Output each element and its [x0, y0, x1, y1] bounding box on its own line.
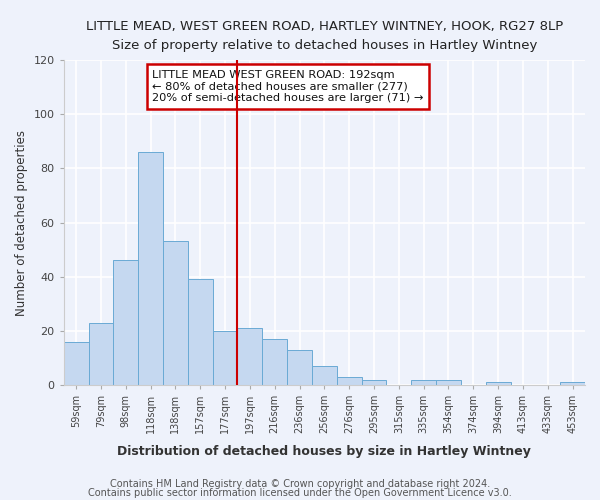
Bar [89, 322, 113, 385]
Bar [138, 152, 163, 385]
Bar [238, 328, 262, 385]
Bar [560, 382, 585, 385]
Bar [411, 380, 436, 385]
Bar [436, 380, 461, 385]
Bar [188, 280, 212, 385]
Bar [287, 350, 312, 385]
Bar [64, 342, 89, 385]
Bar [486, 382, 511, 385]
Text: Contains HM Land Registry data © Crown copyright and database right 2024.: Contains HM Land Registry data © Crown c… [110, 479, 490, 489]
Bar [337, 377, 362, 385]
Text: LITTLE MEAD WEST GREEN ROAD: 192sqm
← 80% of detached houses are smaller (277)
2: LITTLE MEAD WEST GREEN ROAD: 192sqm ← 80… [152, 70, 424, 103]
Title: LITTLE MEAD, WEST GREEN ROAD, HARTLEY WINTNEY, HOOK, RG27 8LP
Size of property r: LITTLE MEAD, WEST GREEN ROAD, HARTLEY WI… [86, 20, 563, 52]
Y-axis label: Number of detached properties: Number of detached properties [15, 130, 28, 316]
Bar [212, 331, 238, 385]
Bar [163, 242, 188, 385]
Bar [113, 260, 138, 385]
Bar [262, 339, 287, 385]
Text: Contains public sector information licensed under the Open Government Licence v3: Contains public sector information licen… [88, 488, 512, 498]
X-axis label: Distribution of detached houses by size in Hartley Wintney: Distribution of detached houses by size … [118, 444, 531, 458]
Bar [362, 380, 386, 385]
Bar [312, 366, 337, 385]
